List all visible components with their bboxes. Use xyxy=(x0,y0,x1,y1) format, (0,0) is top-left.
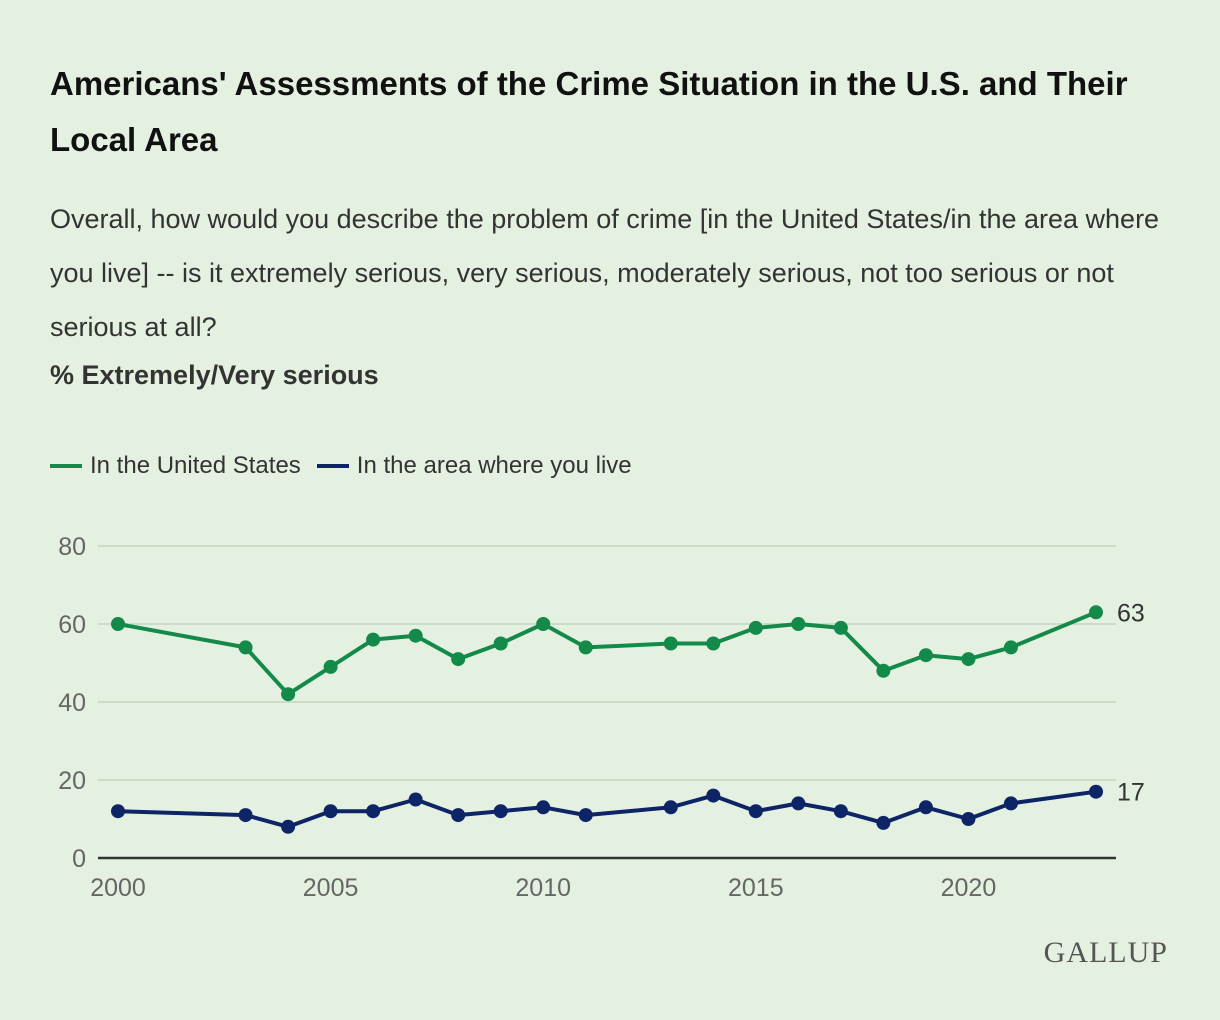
legend-swatch xyxy=(50,464,82,468)
data-point xyxy=(663,800,678,815)
data-point xyxy=(876,663,891,678)
chart-subtitle: Overall, how would you describe the prob… xyxy=(50,204,1160,342)
data-point xyxy=(918,800,933,815)
data-point xyxy=(323,659,338,674)
data-point xyxy=(961,812,976,826)
x-tick-label: 2005 xyxy=(303,874,359,902)
data-point xyxy=(281,819,296,834)
data-point xyxy=(1089,784,1103,799)
series-line-0 xyxy=(117,610,1097,697)
legend: In the United States In the area where y… xyxy=(50,452,632,480)
data-point xyxy=(536,800,551,815)
data-point xyxy=(1003,640,1018,655)
data-point xyxy=(918,648,933,663)
x-tick-label: 2000 xyxy=(90,874,146,902)
data-point xyxy=(748,804,763,819)
data-point xyxy=(451,808,466,823)
x-tick-label: 2015 xyxy=(728,874,784,902)
y-tick-label: 80 xyxy=(58,533,86,561)
data-point xyxy=(536,617,551,631)
data-point xyxy=(578,808,593,823)
end-data-label: 63 xyxy=(1117,599,1145,627)
y-tick-label: 20 xyxy=(58,767,86,795)
data-point xyxy=(876,815,891,830)
data-point xyxy=(111,617,125,631)
y-tick-label: 0 xyxy=(72,845,86,873)
y-tick-label: 60 xyxy=(58,611,86,639)
data-point xyxy=(578,640,593,655)
data-point xyxy=(706,788,721,803)
data-point xyxy=(323,804,338,819)
data-point xyxy=(238,640,253,655)
data-point xyxy=(791,617,806,631)
data-point xyxy=(238,808,253,823)
data-point xyxy=(706,636,721,651)
series-line-1 xyxy=(117,789,1097,829)
legend-item-us: In the United States xyxy=(50,452,301,480)
data-point xyxy=(663,636,678,651)
data-point xyxy=(281,687,296,702)
legend-label: In the United States xyxy=(90,452,301,479)
gallup-logo: GALLUP xyxy=(1043,936,1168,969)
data-point xyxy=(1003,796,1018,811)
data-point xyxy=(493,804,508,819)
end-data-label: 17 xyxy=(1117,779,1145,807)
data-point xyxy=(833,620,848,635)
data-point xyxy=(111,804,125,819)
data-point xyxy=(1089,605,1103,620)
data-point xyxy=(408,628,423,643)
data-point xyxy=(451,652,466,667)
y-tick-label: 40 xyxy=(58,689,86,717)
data-point xyxy=(748,620,763,635)
legend-swatch xyxy=(316,464,349,468)
legend-item-local: In the area where you live xyxy=(316,452,632,480)
data-point xyxy=(833,804,848,819)
chart-title: Americans' Assessments of the Crime Situ… xyxy=(50,65,1128,158)
legend-label: In the area where you live xyxy=(356,452,632,479)
x-tick-label: 2010 xyxy=(515,874,571,902)
data-point xyxy=(493,636,508,651)
data-point xyxy=(791,796,806,811)
data-point xyxy=(366,632,381,647)
data-point xyxy=(961,652,976,667)
x-tick-label: 2020 xyxy=(941,874,997,902)
data-point xyxy=(366,804,381,819)
y-axis-label: % Extremely/Very serious xyxy=(50,360,379,390)
data-point xyxy=(408,792,423,807)
